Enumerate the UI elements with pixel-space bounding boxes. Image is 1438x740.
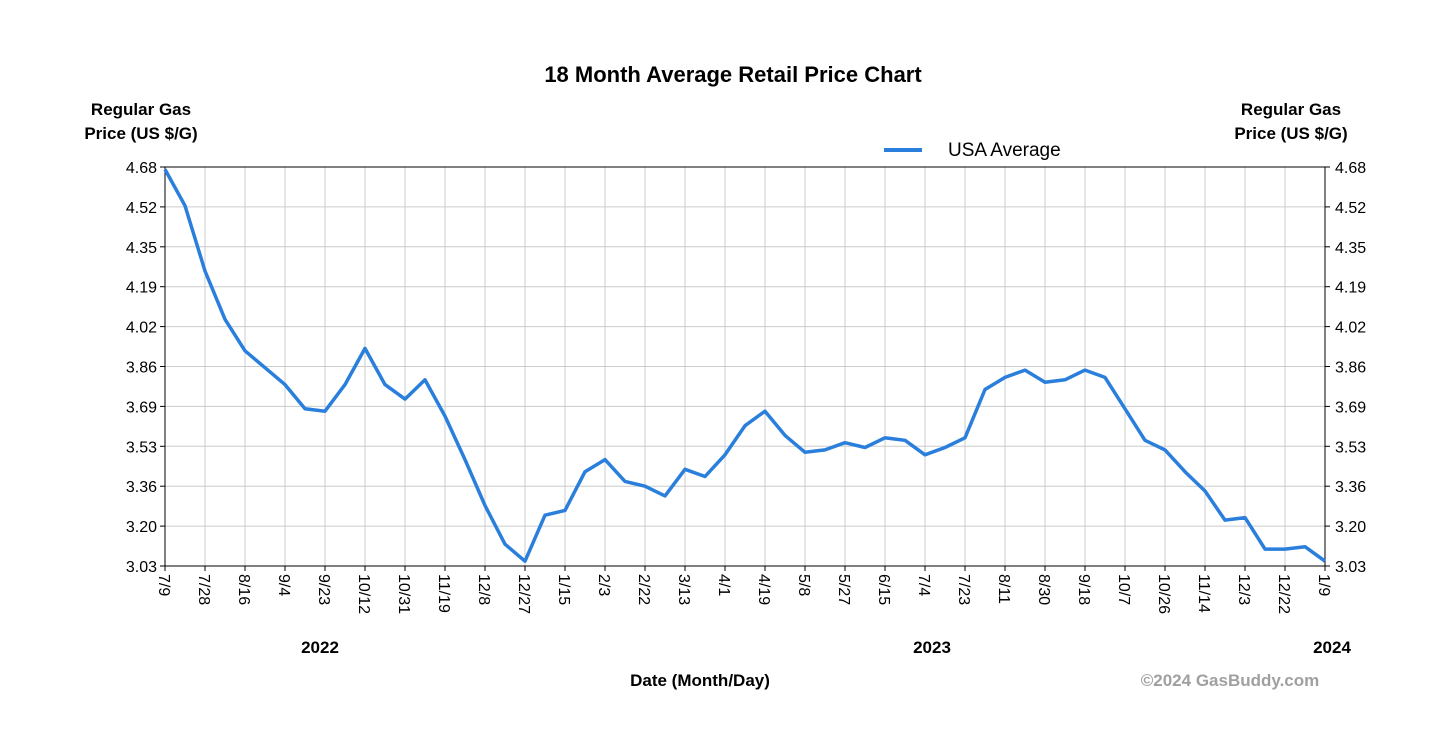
x-tick-label: 11/14 [1195, 574, 1212, 613]
x-tick-label: 7/9 [155, 574, 172, 596]
x-tick-label: 10/7 [1115, 574, 1132, 605]
x-tick-label: 8/16 [235, 574, 252, 605]
y2-axis-label: Regular Gas [1241, 100, 1341, 119]
y-tick-label: 4.19 [126, 280, 157, 297]
x-tick-label: 10/31 [395, 574, 412, 614]
y-tick-label: 4.35 [126, 240, 157, 257]
y2-tick-label: 4.68 [1335, 160, 1366, 177]
x-tick-label: 10/26 [1155, 574, 1172, 614]
plot-frame [164, 166, 1326, 567]
x-tick-label: 9/4 [275, 574, 292, 596]
x-tick-label: 9/23 [315, 574, 332, 605]
chart-title: 18 Month Average Retail Price Chart [544, 62, 922, 87]
x-tick-label: 11/19 [435, 574, 452, 613]
y-tick-label: 3.36 [126, 479, 157, 496]
x-axis-label: Date (Month/Day) [630, 671, 770, 690]
y-axis-label: Regular Gas [91, 100, 191, 119]
x-tick-label: 8/30 [1035, 574, 1052, 605]
x-tick-label: 12/3 [1235, 574, 1252, 605]
year-label: 2023 [913, 638, 951, 657]
data-line [163, 168, 1327, 563]
x-tick-label: 7/4 [915, 574, 932, 596]
x-tick-label: 5/27 [835, 574, 852, 605]
legend-label: USA Average [948, 140, 1061, 161]
y2-tick-label: 3.36 [1335, 479, 1366, 496]
y-tick-label: 4.68 [126, 160, 157, 177]
x-tick-label: 12/27 [515, 574, 532, 614]
x-tick-label: 12/22 [1275, 574, 1292, 614]
y-tick-label: 3.53 [126, 439, 157, 456]
y2-tick-label: 3.20 [1335, 519, 1366, 536]
x-tick-label: 9/18 [1075, 574, 1092, 605]
x-tick-label: 8/11 [995, 574, 1012, 604]
y2-tick-label: 4.19 [1335, 280, 1366, 297]
x-tick-label: 6/15 [875, 574, 892, 605]
y-tick-label: 3.20 [126, 519, 157, 536]
y2-tick-label: 3.03 [1335, 559, 1366, 576]
y-tick-label: 4.02 [126, 320, 157, 337]
x-tick-label: 5/8 [795, 574, 812, 596]
y-tick-label: 3.03 [126, 559, 157, 576]
y2-tick-label: 4.02 [1335, 320, 1366, 337]
year-label: 2024 [1313, 638, 1351, 657]
x-tick-label: 10/12 [355, 574, 372, 614]
y2-tick-label: 3.69 [1335, 399, 1366, 416]
x-tick-label: 1/9 [1315, 574, 1332, 596]
y2-tick-label: 4.52 [1335, 200, 1366, 217]
y-axis-label: Price (US $/G) [84, 124, 197, 143]
y-tick-label: 4.52 [126, 200, 157, 217]
x-tick-label: 7/23 [955, 574, 972, 605]
y2-tick-label: 4.35 [1335, 240, 1366, 257]
x-tick-label: 3/13 [675, 574, 692, 605]
x-tick-label: 2/22 [635, 574, 652, 605]
x-tick-label: 2/3 [595, 574, 612, 596]
year-label: 2022 [301, 638, 339, 657]
y-tick-label: 3.86 [126, 360, 157, 377]
y-tick-label: 3.69 [126, 399, 157, 416]
x-tick-label: 4/19 [755, 574, 772, 605]
y2-tick-label: 3.86 [1335, 360, 1366, 377]
x-tick-label: 1/15 [555, 574, 572, 605]
x-tick-label: 12/8 [475, 574, 492, 605]
y2-tick-label: 3.53 [1335, 439, 1366, 456]
y2-axis-label: Price (US $/G) [1234, 124, 1347, 143]
x-tick-label: 7/28 [195, 574, 212, 605]
credit: ©2024 GasBuddy.com [1141, 671, 1320, 690]
x-tick-label: 4/1 [715, 574, 732, 596]
